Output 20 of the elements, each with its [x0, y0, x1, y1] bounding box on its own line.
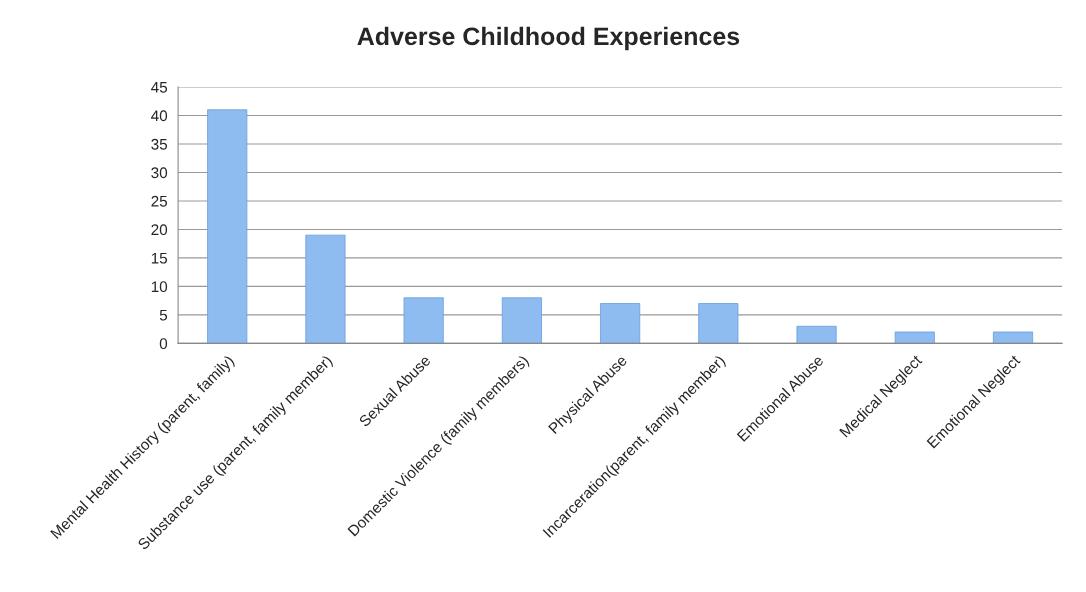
bar	[796, 325, 837, 344]
bar	[698, 303, 739, 344]
y-tick-label: 5	[159, 309, 168, 321]
y-tick-label: 45	[151, 82, 168, 93]
bar	[501, 297, 542, 344]
y-tick-label: 10	[151, 281, 168, 293]
y-tick-label: 20	[151, 224, 168, 236]
bar	[894, 331, 935, 344]
y-tick-label: 15	[151, 252, 168, 264]
bar	[305, 234, 346, 344]
bar	[600, 303, 641, 344]
y-tick-label: 30	[151, 167, 168, 179]
y-tick-label: 40	[151, 110, 168, 122]
y-tick-label: 35	[151, 138, 168, 150]
bar	[992, 331, 1034, 344]
y-tick-label: 25	[151, 195, 168, 207]
bar	[403, 297, 444, 344]
chart-title: Adverse Childhood Experiences	[357, 26, 740, 51]
y-tick-label: 0	[159, 338, 168, 350]
bar	[207, 109, 248, 344]
